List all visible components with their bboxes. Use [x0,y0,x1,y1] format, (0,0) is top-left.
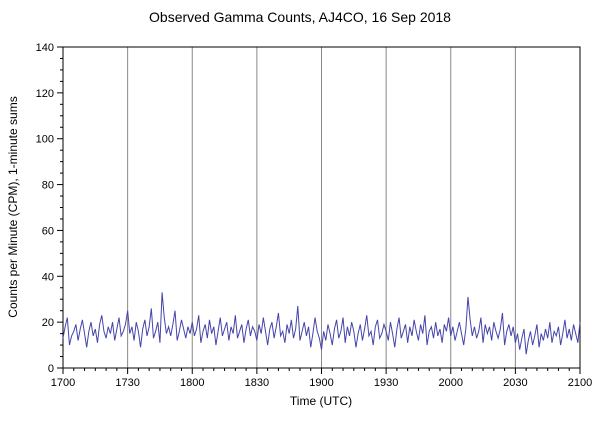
tick-labels: 1700 1730 1800 1830 1900 1930 2000 2030 2100 0 20 4… [36,42,593,389]
y-tick-label: 60 [42,225,54,237]
gridlines [127,47,516,368]
x-tick-label: 2030 [503,377,527,389]
x-tick-label: 1830 [245,377,269,389]
x-tick-label: 1730 [115,377,139,389]
plot-frame [62,46,581,369]
axis-ticks [57,46,581,374]
y-tick-label: 120 [36,88,54,100]
y-axis-label: Counts per Minute (CPM), 1-minute sums [6,96,20,317]
x-tick-label: 1900 [309,377,333,389]
x-axis-label: Time (UTC) [290,394,352,408]
y-tick-label: 20 [42,317,54,329]
y-tick-label: 40 [42,271,54,283]
y-tick-label: 80 [42,180,54,192]
x-tick-label: 1700 [51,377,75,389]
x-tick-label: 1930 [374,377,398,389]
x-tick-label: 1800 [180,377,204,389]
x-tick-label: 2100 [568,377,592,389]
x-tick-label: 2000 [439,377,463,389]
y-tick-label: 140 [36,42,54,54]
data-line [62,292,581,355]
y-tick-label: 100 [36,134,54,146]
chart-title: Observed Gamma Counts, AJ4CO, 16 Sep 201… [149,9,451,25]
y-tick-label: 0 [48,363,54,375]
